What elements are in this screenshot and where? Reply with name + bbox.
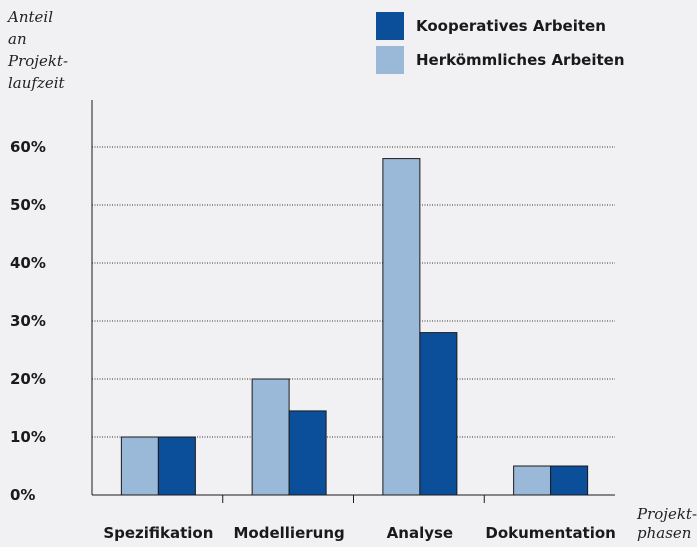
legend-label: Kooperatives Arbeiten [416,17,606,35]
y-tick-label: 50% [10,196,46,214]
y-axis-label-line: Projekt- [7,52,68,70]
bar [550,465,589,496]
x-category-label: Spezifikation [103,524,213,542]
x-category-label: Analyse [387,524,453,542]
y-tick-label: 60% [10,138,46,156]
bar [419,332,458,496]
legend-label: Herkömmliches Arbeiten [416,51,625,69]
legend-swatch [376,46,404,74]
x-category-label: Modellierung [234,524,345,542]
y-tick-label: 0% [10,486,35,504]
x-axis-label-line: Projekt- [636,505,697,523]
bar [288,410,327,496]
legend: Kooperatives Arbeiten Herkömmliches Arbei… [376,12,625,74]
bar [120,436,159,496]
x-category-label: Dokumentation [485,524,615,542]
bar [382,158,421,496]
bar [157,436,196,496]
x-axis-label: Projekt-phasen [636,505,697,542]
y-tick-label: 30% [10,312,46,330]
bar [513,465,552,496]
bar [251,378,290,496]
y-axis-label-line: Anteil [6,8,53,26]
bars [120,158,589,496]
x-axis-label-line: phasen [637,524,691,542]
gridlines [92,146,615,438]
y-axis-label-line: an [8,30,27,48]
y-tick-labels: 0% 10% 20% 30% 40% 50% 60% [10,138,46,504]
y-tick-label: 20% [10,370,46,388]
y-axis-label-line: laufzeit [8,74,66,92]
y-tick-label: 40% [10,254,46,272]
y-tick-label: 10% [10,428,46,446]
y-axis-label: Anteil an Projekt-laufzeit [6,8,68,92]
x-category-labels: Spezifikation Modellierung Analyse Dokument… [103,524,616,542]
legend-swatch [376,12,404,40]
